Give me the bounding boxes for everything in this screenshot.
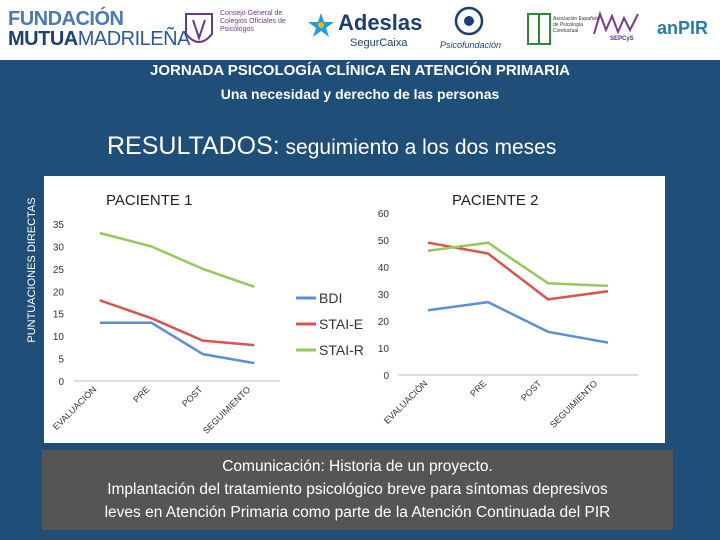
chart1-x-tick-label: PRE xyxy=(131,384,151,404)
sepcys-emblem-icon xyxy=(593,10,639,35)
aeps-logo-text: Asociación Española de Psicología Conduc… xyxy=(553,16,600,34)
footer-box: Comunicación: Historia de un proyecto. I… xyxy=(42,450,673,530)
segurcaixa-logo: SegurCaixa xyxy=(350,37,408,49)
fundacion-logo-bold: MUTUA xyxy=(8,28,78,50)
chart1-y-tick-label: 20 xyxy=(53,287,65,298)
chart2-x-tick-label: PRE xyxy=(468,378,488,398)
chart2-y-tick-label: 20 xyxy=(378,317,390,328)
chart1-y-tick-label: 30 xyxy=(53,242,65,253)
chart-area-background xyxy=(44,176,665,443)
results-heading: RESULTADOS: seguimiento a los dos meses xyxy=(107,132,556,161)
chart1-series-stai-r-line xyxy=(99,231,255,288)
chart2-series-stai-e-line xyxy=(427,241,609,301)
chart1-series-stai-e-line xyxy=(99,299,255,347)
chart2-y-tick-label: 40 xyxy=(378,263,390,274)
footer-line-3: leves en Atención Primaria como parte de… xyxy=(104,504,611,521)
results-heading-sub: seguimiento a los dos meses xyxy=(279,136,557,159)
chart1-x-tick-label: POST xyxy=(180,384,205,409)
chart2-y-tick-label: 60 xyxy=(378,209,390,220)
chart1-legend-label: STAI-R xyxy=(319,342,364,358)
consejo-logo-text: Consejo General de Colegios Oficiales de… xyxy=(220,10,286,33)
fundacion-logo-line2: MUTUAMADRILEÑA xyxy=(8,28,190,51)
fundacion-logo-line1: FUNDACIÓN xyxy=(8,8,124,30)
footer-line-2: Implantación del tratamiento psicológico… xyxy=(107,481,608,498)
chart1-y-tick-label: 25 xyxy=(53,265,65,276)
chart2-x-tick-label: EVALUACIÓN xyxy=(382,378,430,426)
chart2-y-tick-label: 50 xyxy=(378,236,390,247)
conference-title: JORNADA PSICOLOGÍA CLÍNICA EN ATENCIÓN P… xyxy=(149,62,570,79)
chart2-x-tick-label: POST xyxy=(519,378,544,403)
chart2-series-bdi-line xyxy=(427,300,609,344)
adeslas-logo: Adeslas xyxy=(338,10,423,35)
logo-bar: FUNDACIÓN MUTUAMADRILEÑA Consejo General… xyxy=(0,0,720,60)
chart1-y-tick-label: 35 xyxy=(53,220,65,231)
chart1-y-tick-label: 0 xyxy=(58,377,64,388)
chart1-series-bdi-line xyxy=(99,321,255,365)
psico-emblem-icon xyxy=(454,6,484,36)
consejo-emblem-icon xyxy=(185,13,213,43)
chart1-legend-label: STAI-E xyxy=(319,316,363,332)
chart1-x-tick-label: SEGUIMIENTO xyxy=(201,384,253,436)
chart2-y-tick-label: 10 xyxy=(378,344,390,355)
aeps-emblem-icon xyxy=(527,13,551,45)
conference-subtitle: Una necesidad y derecho de las personas xyxy=(220,86,500,102)
sepcys-logo: SEPCyS xyxy=(610,36,634,42)
chart1-title: PACIENTE 1 xyxy=(106,192,192,209)
star-logo-icon xyxy=(308,13,334,37)
chart1-x-tick-label: EVALUACIÓN xyxy=(51,384,99,432)
chart1-legend-label: BDI xyxy=(319,290,342,306)
chart2-y-tick-label: 30 xyxy=(378,290,390,301)
chart1-y-tick-label: 5 xyxy=(58,355,64,366)
fundacion-logo-light: MADRILEÑA xyxy=(77,28,191,50)
results-heading-main: RESULTADOS: xyxy=(107,132,280,160)
footer-line-1: Comunicación: Historia de un proyecto. xyxy=(222,458,493,475)
psicofundacion-logo: Psicofundación xyxy=(440,40,502,50)
chart1-y-tick-label: 10 xyxy=(53,332,65,343)
anpir-logo: anPIR xyxy=(657,18,709,38)
chart2-title: PACIENTE 2 xyxy=(452,192,538,209)
chart1-y-tick-label: 15 xyxy=(53,310,65,321)
chart2-series-stai-r-line xyxy=(427,241,609,288)
chart2-x-tick-label: SEGUIMIENTO xyxy=(548,378,600,430)
chart2-y-tick-label: 0 xyxy=(383,371,389,382)
